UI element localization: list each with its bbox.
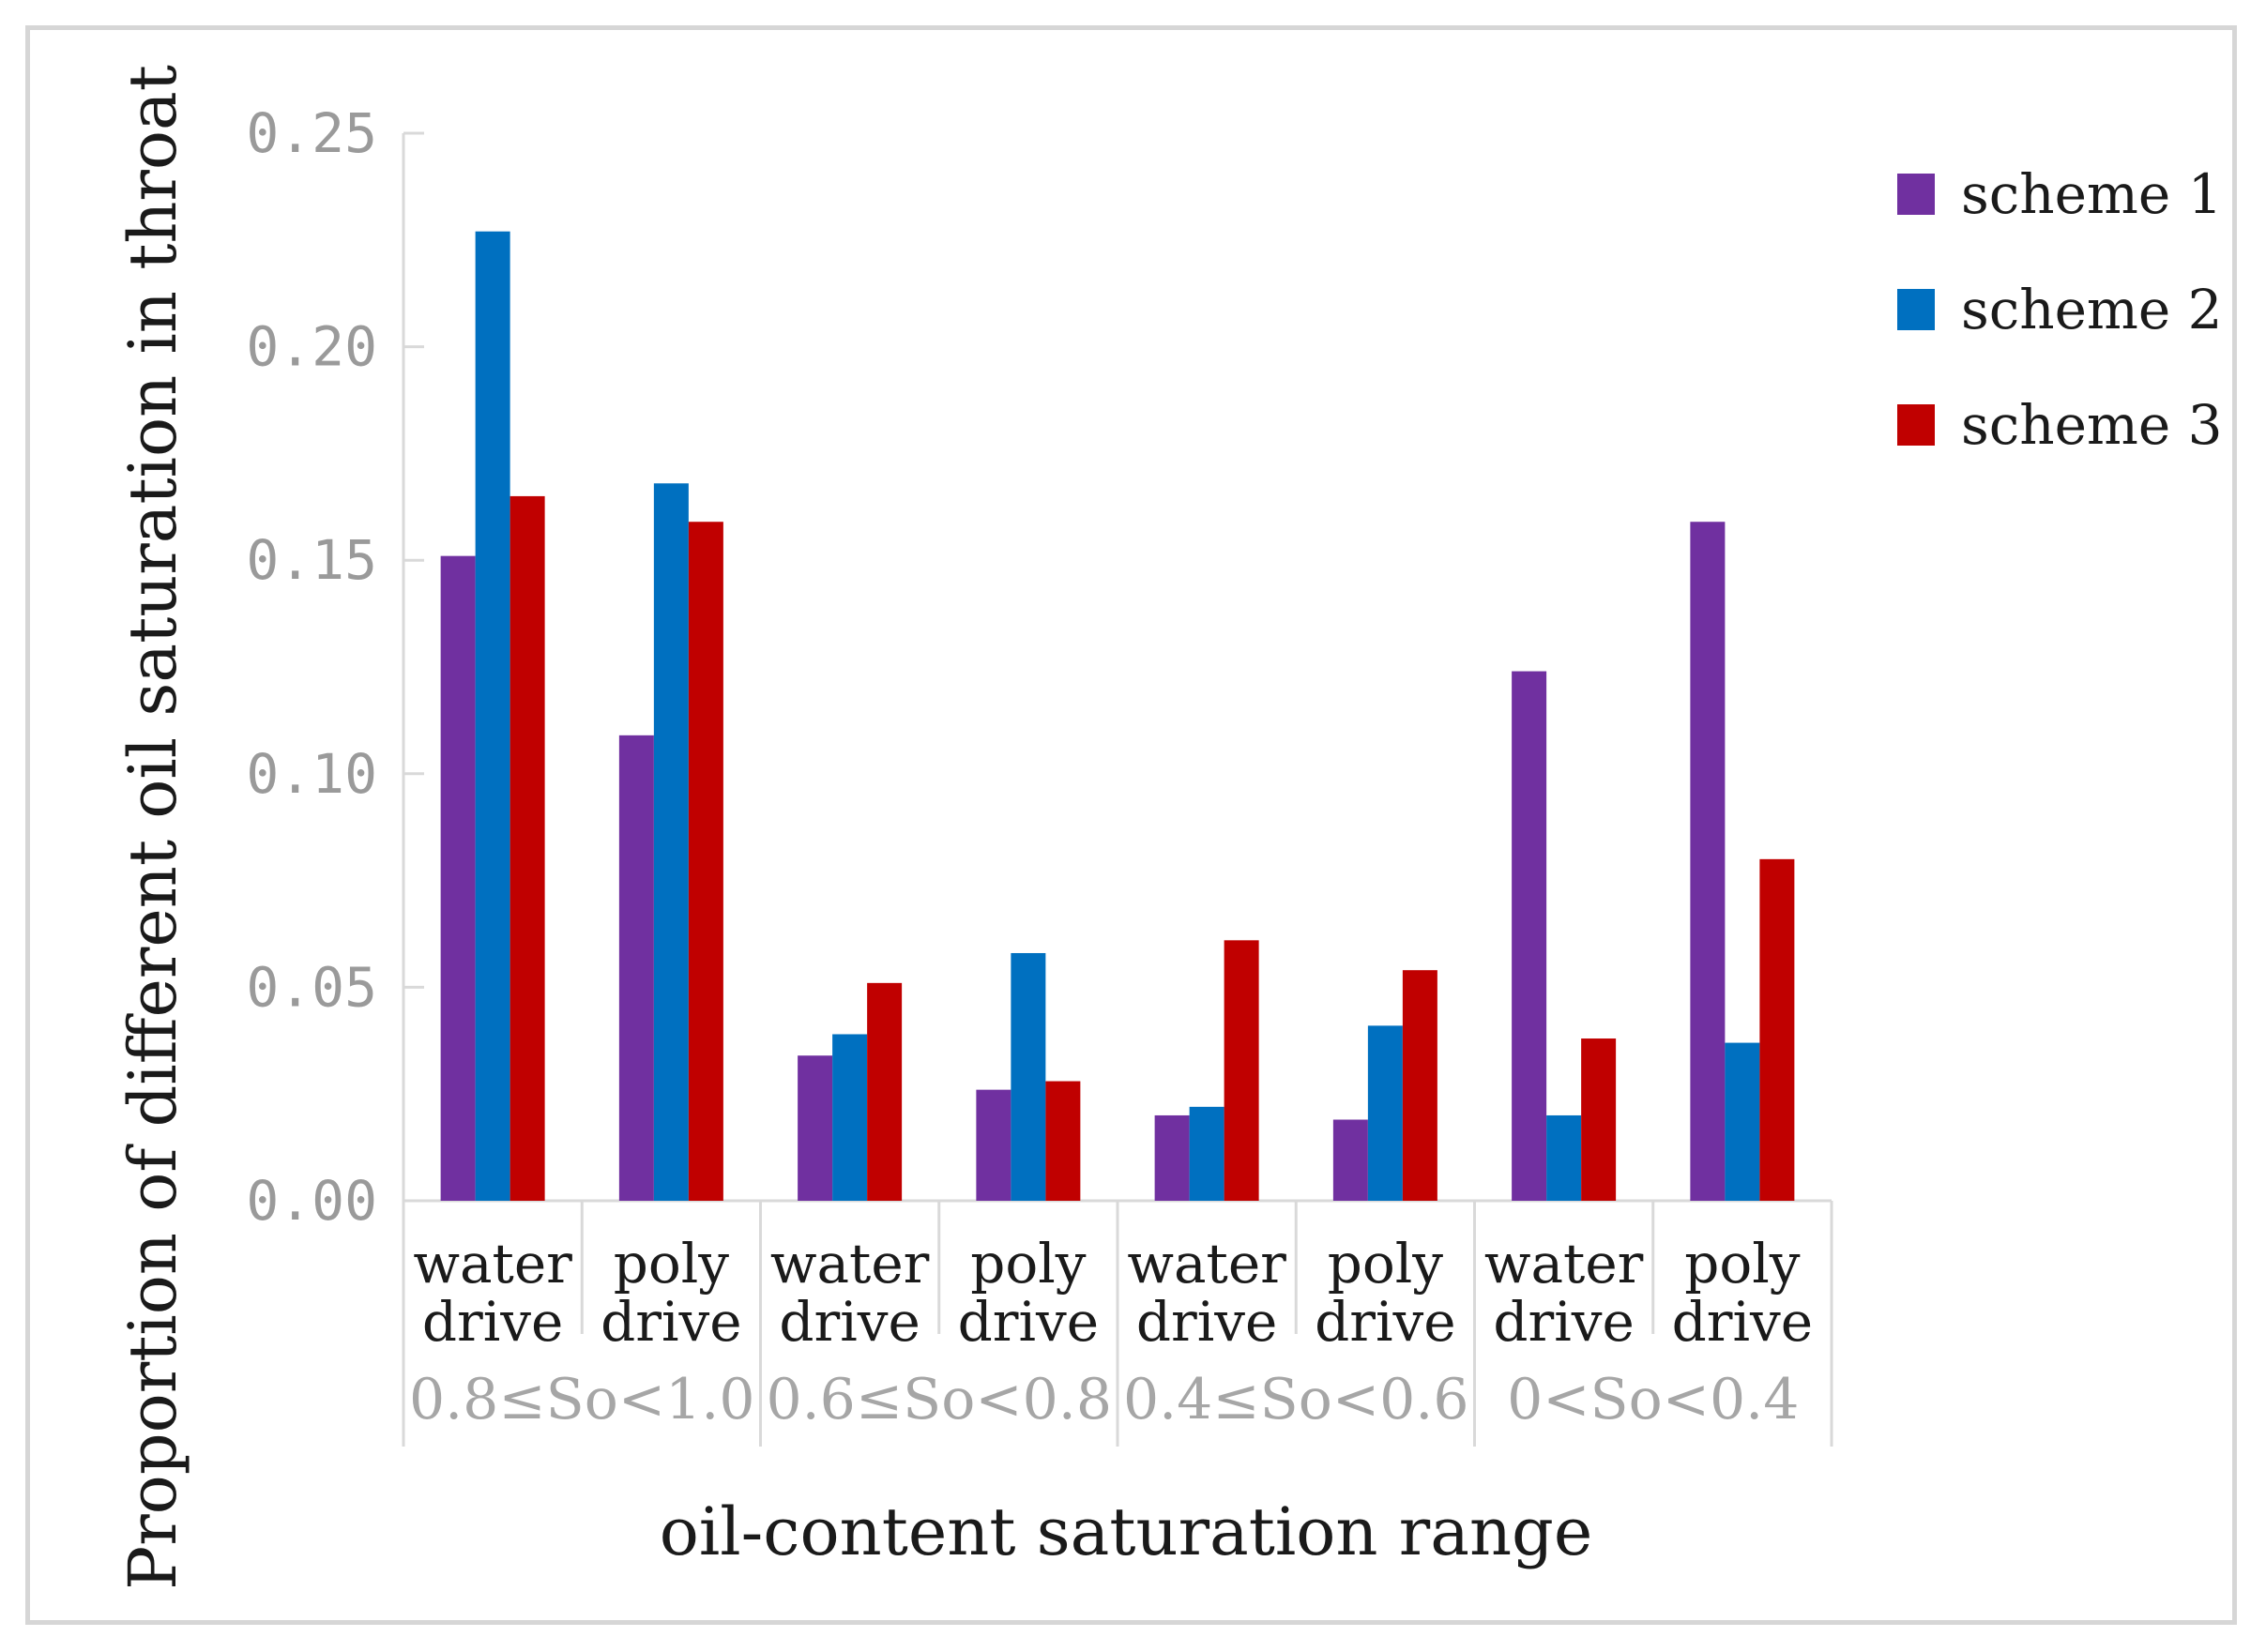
- category-label: poly: [970, 1232, 1087, 1296]
- x-axis-title: oil-content saturation range: [660, 1493, 1593, 1570]
- y-axis-title: Proportion of different oil saturation i…: [114, 65, 191, 1590]
- bar-scheme-2-2: [832, 1034, 868, 1201]
- group-label: 0.8≤So<1.0: [409, 1367, 755, 1432]
- legend: scheme 1 scheme 2 scheme 3: [1897, 162, 2223, 457]
- bar-scheme-2-3: [1011, 952, 1046, 1201]
- category-label: drive: [1493, 1290, 1635, 1354]
- category-label: poly: [1684, 1232, 1801, 1296]
- bar-scheme-1-2: [798, 1055, 833, 1201]
- group-label: 0.4≤So<0.6: [1123, 1367, 1469, 1432]
- y-tick-label: 0.15: [246, 528, 377, 592]
- category-label: drive: [1136, 1290, 1278, 1354]
- bar-scheme-2-1: [653, 483, 689, 1201]
- legend-label: scheme 3: [1961, 393, 2223, 457]
- bar-scheme-2-7: [1725, 1042, 1760, 1201]
- bar-scheme-1-5: [1332, 1119, 1368, 1201]
- bar-scheme-3-6: [1581, 1038, 1617, 1201]
- category-label: water: [1484, 1232, 1644, 1296]
- bar-scheme-1-0: [440, 555, 476, 1201]
- bar-scheme-1-1: [618, 735, 654, 1201]
- y-tick-label: 0.05: [246, 955, 377, 1019]
- bar-scheme-1-6: [1512, 671, 1547, 1201]
- chart-frame: 0.00 0.05 0.10 0.15 0.20 0.25 water drive poly d…: [25, 25, 2237, 1625]
- category-label: water: [413, 1232, 572, 1296]
- bar-scheme-1-3: [976, 1089, 1011, 1201]
- bar-scheme-2-6: [1546, 1114, 1582, 1201]
- group-label: 0.6≤So<0.8: [766, 1367, 1112, 1432]
- legend-label: scheme 2: [1961, 278, 2223, 341]
- axes: 0.00 0.05 0.10 0.15 0.20 0.25: [246, 101, 1833, 1447]
- bar-scheme-2-0: [475, 231, 510, 1201]
- bar-chart: 0.000.050.100.150.200.25 waterdrivepolyd…: [114, 65, 2223, 1590]
- bar-scheme-2-4: [1189, 1106, 1224, 1201]
- bar-scheme-3-2: [867, 982, 903, 1201]
- bar-scheme-3-1: [688, 522, 723, 1201]
- legend-swatch: [1897, 404, 1935, 446]
- category-label: water: [1127, 1232, 1286, 1296]
- legend-swatch: [1897, 174, 1935, 215]
- category-label: drive: [958, 1290, 1100, 1354]
- bar-scheme-3-7: [1759, 858, 1795, 1201]
- labels: waterdrivepolydrivewaterdrivepolydrivewa…: [409, 1232, 1813, 1432]
- y-tick-label: 0.00: [246, 1169, 377, 1233]
- category-label: drive: [422, 1290, 564, 1354]
- bar-scheme-1-7: [1690, 522, 1726, 1201]
- bar-scheme-3-4: [1224, 940, 1259, 1201]
- bars: [440, 231, 1795, 1201]
- category-label: drive: [601, 1290, 742, 1354]
- category-label: drive: [779, 1290, 920, 1354]
- y-tick-label: 0.10: [246, 742, 377, 806]
- category-label: poly: [1328, 1232, 1444, 1296]
- bar-scheme-3-0: [509, 495, 545, 1201]
- bar-scheme-2-5: [1367, 1025, 1403, 1201]
- y-tick-label: 0.25: [246, 101, 377, 165]
- category-label: poly: [614, 1232, 730, 1296]
- group-label: 0<So<0.4: [1507, 1367, 1799, 1432]
- category-label: drive: [1315, 1290, 1456, 1354]
- bar-scheme-3-5: [1402, 970, 1437, 1201]
- category-label: water: [770, 1232, 930, 1296]
- category-label: drive: [1672, 1290, 1814, 1354]
- legend-label: scheme 1: [1961, 162, 2223, 226]
- bar-scheme-3-3: [1045, 1081, 1081, 1201]
- y-tick-label: 0.20: [246, 315, 377, 379]
- legend-swatch: [1897, 289, 1935, 330]
- bar-scheme-1-4: [1154, 1114, 1190, 1201]
